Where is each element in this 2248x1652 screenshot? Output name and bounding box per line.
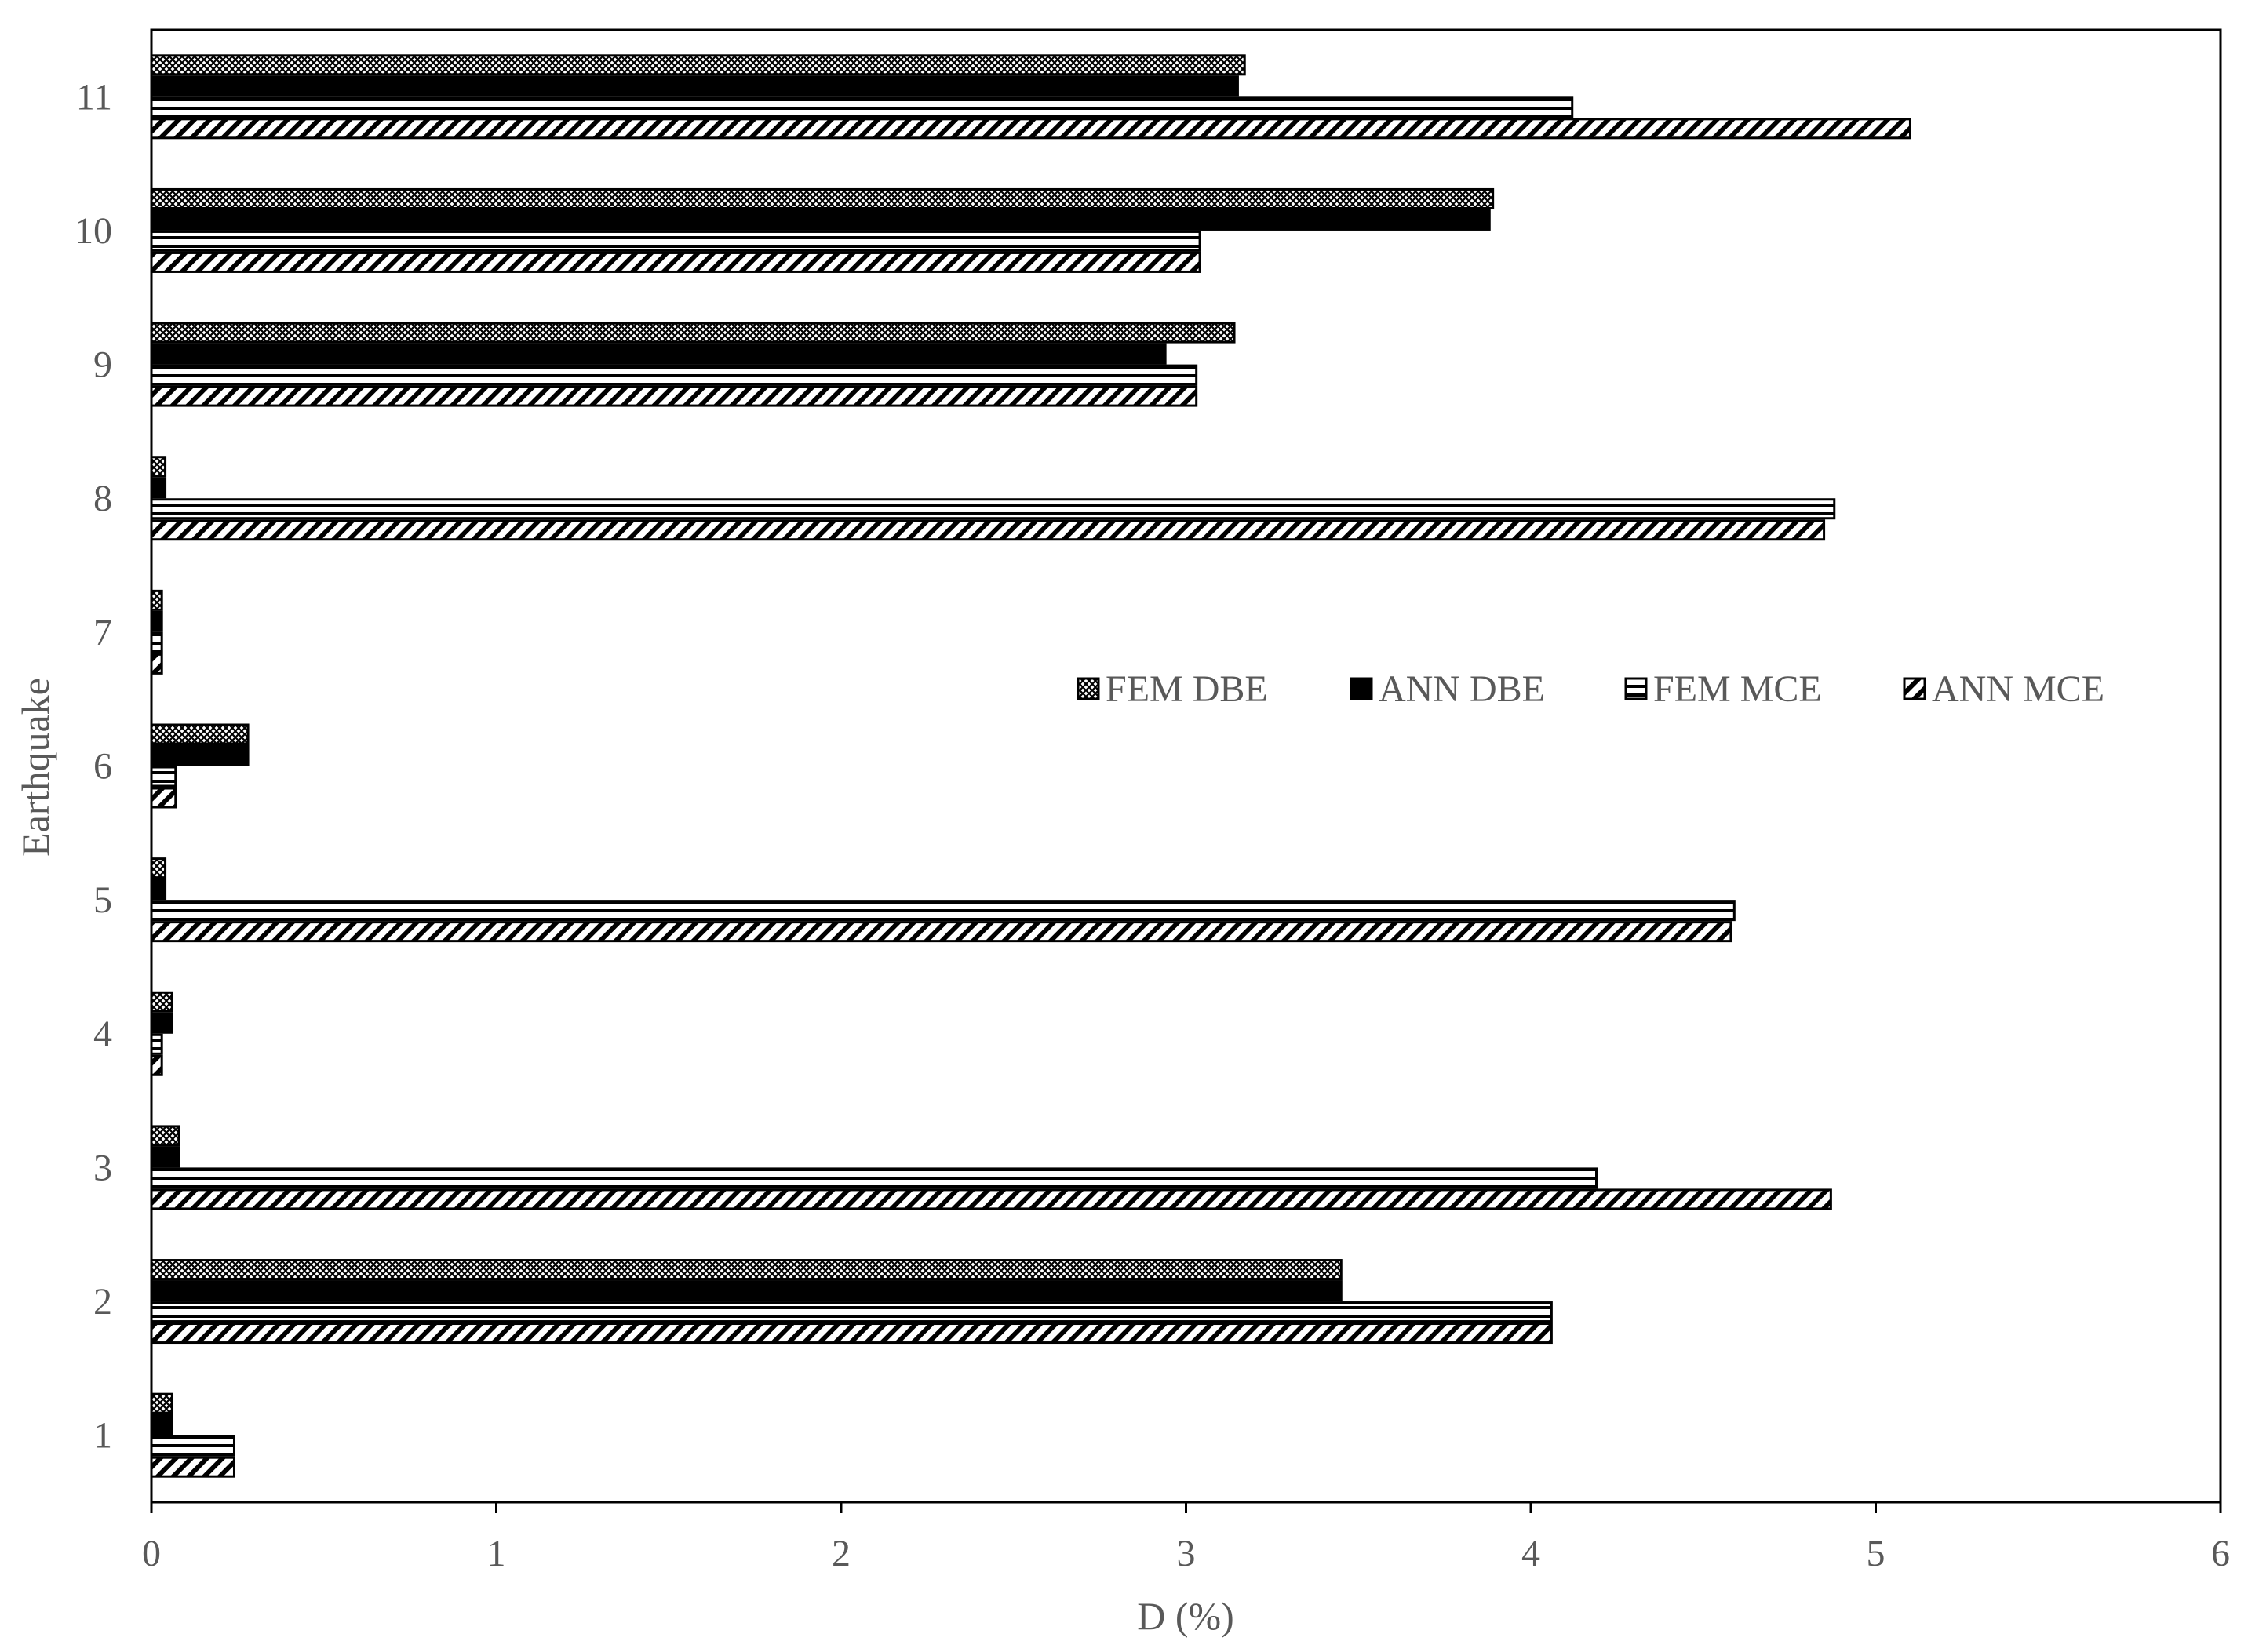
bar-ann-dbe-eq-2 — [150, 1280, 1343, 1302]
bar-fem-dbe-eq-6 — [150, 723, 250, 745]
bar-ann-mce-eq-5 — [150, 921, 1732, 943]
legend-label: ANN DBE — [1379, 668, 1545, 710]
y-tick-label: 9 — [93, 344, 112, 386]
bar-fem-dbe-eq-9 — [150, 322, 1236, 344]
bar-fem-mce-eq-1 — [150, 1435, 235, 1457]
legend-swatch-fem-mce — [1624, 677, 1648, 700]
bar-fem-mce-eq-3 — [150, 1167, 1598, 1189]
bar-ann-dbe-eq-9 — [150, 343, 1167, 365]
bars-layer — [150, 54, 1911, 1478]
y-axis-title: Earthquake — [13, 678, 57, 857]
bar-ann-mce-eq-3 — [150, 1188, 1832, 1210]
legend-swatch-ann-dbe — [1350, 677, 1373, 700]
bar-ann-mce-eq-4 — [150, 1054, 163, 1076]
y-tick-label: 6 — [93, 746, 112, 788]
y-tick-label: 1 — [93, 1415, 112, 1457]
y-tick-label: 7 — [93, 612, 112, 653]
bar-fem-mce-eq-11 — [150, 96, 1574, 118]
bar-fem-dbe-eq-10 — [150, 187, 1495, 209]
y-tick-label: 5 — [93, 879, 112, 921]
bar-fem-dbe-eq-3 — [150, 1125, 180, 1147]
x-axis-title: D (%) — [1137, 1594, 1234, 1638]
bar-fem-mce-eq-4 — [150, 1033, 163, 1055]
bar-fem-dbe-eq-11 — [150, 54, 1246, 76]
x-tick-label: 6 — [2211, 1533, 2230, 1574]
bar-fem-dbe-eq-1 — [150, 1392, 173, 1414]
bar-fem-mce-eq-7 — [150, 631, 163, 653]
bar-ann-mce-eq-10 — [150, 251, 1201, 273]
plot-area — [150, 28, 2222, 1504]
bar-fem-mce-eq-8 — [150, 498, 1836, 520]
bar-fem-dbe-eq-2 — [150, 1259, 1343, 1281]
bar-ann-mce-eq-9 — [150, 385, 1198, 407]
legend: FEM DBE ANN DBE FEM MCE ANN MCE — [1077, 668, 2104, 710]
y-tick-label: 8 — [93, 478, 112, 519]
bar-ann-mce-eq-2 — [150, 1323, 1553, 1345]
legend-label: ANN MCE — [1932, 668, 2104, 710]
x-tick-label: 5 — [1867, 1533, 1885, 1574]
bar-ann-dbe-eq-10 — [150, 209, 1491, 231]
bar-fem-mce-eq-5 — [150, 900, 1736, 922]
y-tick-label: 3 — [93, 1147, 112, 1188]
x-tick-label: 4 — [1521, 1533, 1540, 1574]
bar-fem-dbe-eq-7 — [150, 589, 163, 611]
bar-ann-mce-eq-11 — [150, 118, 1911, 140]
bar-ann-dbe-eq-5 — [150, 879, 167, 901]
y-tick-label: 11 — [76, 76, 112, 118]
x-tick-label: 3 — [1177, 1533, 1196, 1574]
y-tick-label: 4 — [93, 1013, 112, 1055]
bar-ann-dbe-eq-11 — [150, 75, 1239, 97]
y-tick-label: 10 — [75, 210, 112, 252]
bar-fem-dbe-eq-5 — [150, 857, 167, 879]
bar-ann-dbe-eq-6 — [150, 744, 250, 766]
bar-fem-dbe-eq-4 — [150, 991, 173, 1013]
bar-fem-mce-eq-2 — [150, 1301, 1553, 1323]
legend-swatch-ann-mce — [1903, 677, 1926, 700]
bar-ann-mce-eq-1 — [150, 1456, 235, 1478]
bar-ann-dbe-eq-4 — [150, 1012, 173, 1034]
y-tick-label: 2 — [93, 1281, 112, 1323]
bar-ann-dbe-eq-8 — [150, 477, 167, 499]
bar-fem-mce-eq-6 — [150, 766, 177, 788]
bar-fem-mce-eq-9 — [150, 364, 1198, 386]
bar-ann-dbe-eq-1 — [150, 1414, 173, 1435]
x-tick-label: 0 — [142, 1533, 161, 1574]
legend-label: FEM DBE — [1106, 668, 1268, 710]
legend-swatch-fem-dbe — [1077, 677, 1100, 700]
bar-ann-dbe-eq-3 — [150, 1146, 180, 1168]
bar-fem-dbe-eq-8 — [150, 456, 167, 478]
x-tick-label: 1 — [487, 1533, 506, 1574]
axis-layer: 0 1 2 3 4 5 6 1 2 3 4 5 6 7 8 9 10 11 — [75, 76, 2230, 1574]
bar-ann-mce-eq-6 — [150, 787, 177, 809]
bar-ann-mce-eq-7 — [150, 653, 163, 675]
bar-ann-mce-eq-8 — [150, 519, 1826, 541]
legend-label: FEM MCE — [1653, 668, 1822, 710]
bar-fem-mce-eq-10 — [150, 230, 1201, 252]
bar-ann-dbe-eq-7 — [150, 610, 163, 632]
x-tick-label: 2 — [832, 1533, 851, 1574]
